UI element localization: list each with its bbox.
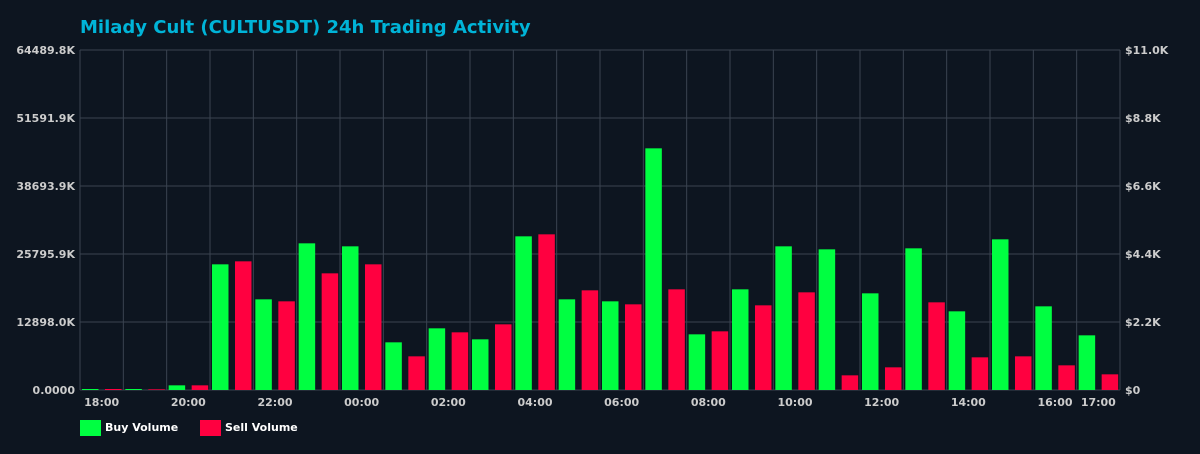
y2-tick-label: $4.4K [1125,248,1161,261]
x-tick-label: 16:00 [1037,396,1072,409]
buy-bar-0300[interactable] [472,339,489,390]
legend-swatch-buy [80,420,101,436]
sell-bar-1300[interactable] [928,302,945,390]
buy-bar-1700[interactable] [1078,335,1096,390]
buy-bar-0700[interactable] [645,148,662,390]
y2-tick-label: $0 [1125,384,1141,397]
chart-title: Milady Cult (CULTUSDT) 24h Trading Activ… [80,17,531,38]
sell-bar-2100[interactable] [235,261,252,390]
sell-bar-1600[interactable] [1058,365,1075,390]
buy-bar-1600[interactable] [1035,306,1052,390]
legend-label-buy: Buy Volume [105,421,178,434]
x-tick-label: 20:00 [171,396,206,409]
buy-bar-2000[interactable] [168,385,186,390]
y-tick-label: 51591.9K [16,112,75,125]
sell-bar-0800[interactable] [711,331,729,390]
y2-tick-label: $8.8K [1125,112,1161,125]
sell-bar-0500[interactable] [581,290,599,390]
sell-bar-0700[interactable] [668,289,685,390]
sell-bar-2200[interactable] [278,301,295,390]
sell-bar-1700[interactable] [1101,374,1119,390]
x-tick-label: 22:00 [257,396,292,409]
sell-bar-0600[interactable] [625,304,642,390]
buy-bar-0200[interactable] [428,328,446,390]
buy-bar-2100[interactable] [212,264,229,390]
sell-bar-0400[interactable] [538,234,555,390]
buy-bar-0500[interactable] [558,299,576,390]
legend: Buy Volume Sell Volume [80,420,298,436]
buy-bar-1500[interactable] [992,239,1009,390]
x-tick-label: 04:00 [517,396,552,409]
sell-bar-1100[interactable] [841,375,859,390]
sell-bar-1500[interactable] [1015,356,1032,390]
x-tick-label: 08:00 [691,396,726,409]
y-axis-left: 0.0000 12898.0K 25795.9K 38693.9K 51591.9K 64… [16,44,75,397]
y-tick-label: 0.0000 [33,384,76,397]
buy-bar-1800[interactable] [82,388,99,390]
buy-bar-2300[interactable] [298,243,316,390]
x-tick-label: 12:00 [864,396,899,409]
buy-bar-0600[interactable] [602,301,619,390]
buy-bar-0100[interactable] [385,342,402,390]
sell-bar-0000[interactable] [365,264,382,390]
y-tick-label: 12898.0K [16,316,75,329]
sell-bar-2000[interactable] [191,385,209,390]
sell-bar-1000[interactable] [798,292,815,390]
legend-item-sell[interactable]: Sell Volume [200,420,298,436]
buy-bar-0400[interactable] [515,236,532,390]
sell-bar-0900[interactable] [755,305,772,390]
buy-bar-1200[interactable] [862,293,879,390]
sell-bar-2300[interactable] [321,273,339,390]
bars [82,148,1119,390]
y-axis-right: $0 $2.2K $4.4K $6.6K $8.8K $11.0K [1125,44,1169,397]
y-tick-label: 64489.8K [16,44,75,57]
buy-bar-0000[interactable] [342,246,359,390]
y-tick-label: 38693.9K [16,180,75,193]
x-tick-label: 02:00 [431,396,466,409]
grid [79,49,1121,391]
buy-bar-1300[interactable] [905,248,922,390]
y2-tick-label: $11.0K [1125,44,1169,57]
sell-bar-0300[interactable] [495,324,512,390]
buy-bar-2200[interactable] [255,299,272,390]
legend-swatch-sell [200,420,221,436]
buy-bar-1000[interactable] [775,246,792,390]
x-tick-label: 14:00 [951,396,986,409]
sell-bar-0100[interactable] [408,356,425,390]
buy-bar-1400[interactable] [948,311,966,390]
x-tick-label: 10:00 [777,396,812,409]
buy-bar-1100[interactable] [818,249,836,390]
sell-bar-1900[interactable] [148,389,165,390]
x-tick-label: 18:00 [84,396,119,409]
sell-bar-1400[interactable] [971,357,989,390]
x-axis: 18:00 20:00 22:00 00:00 02:00 04:00 06:00 08:00… [84,396,1116,409]
x-tick-label: 00:00 [344,396,379,409]
buy-bar-0900[interactable] [732,289,749,390]
sell-bar-1800[interactable] [105,388,122,390]
y2-tick-label: $2.2K [1125,316,1161,329]
buy-bar-1900[interactable] [125,388,142,390]
legend-item-buy[interactable]: Buy Volume [80,420,178,436]
buy-bar-0800[interactable] [688,334,706,390]
y-tick-label: 25795.9K [16,248,75,261]
legend-label-sell: Sell Volume [225,421,298,434]
x-tick-label: 06:00 [604,396,639,409]
x-tick-label: 17:00 [1081,396,1116,409]
sell-bar-1200[interactable] [885,367,902,390]
y2-tick-label: $6.6K [1125,180,1161,193]
sell-bar-0200[interactable] [451,332,469,390]
